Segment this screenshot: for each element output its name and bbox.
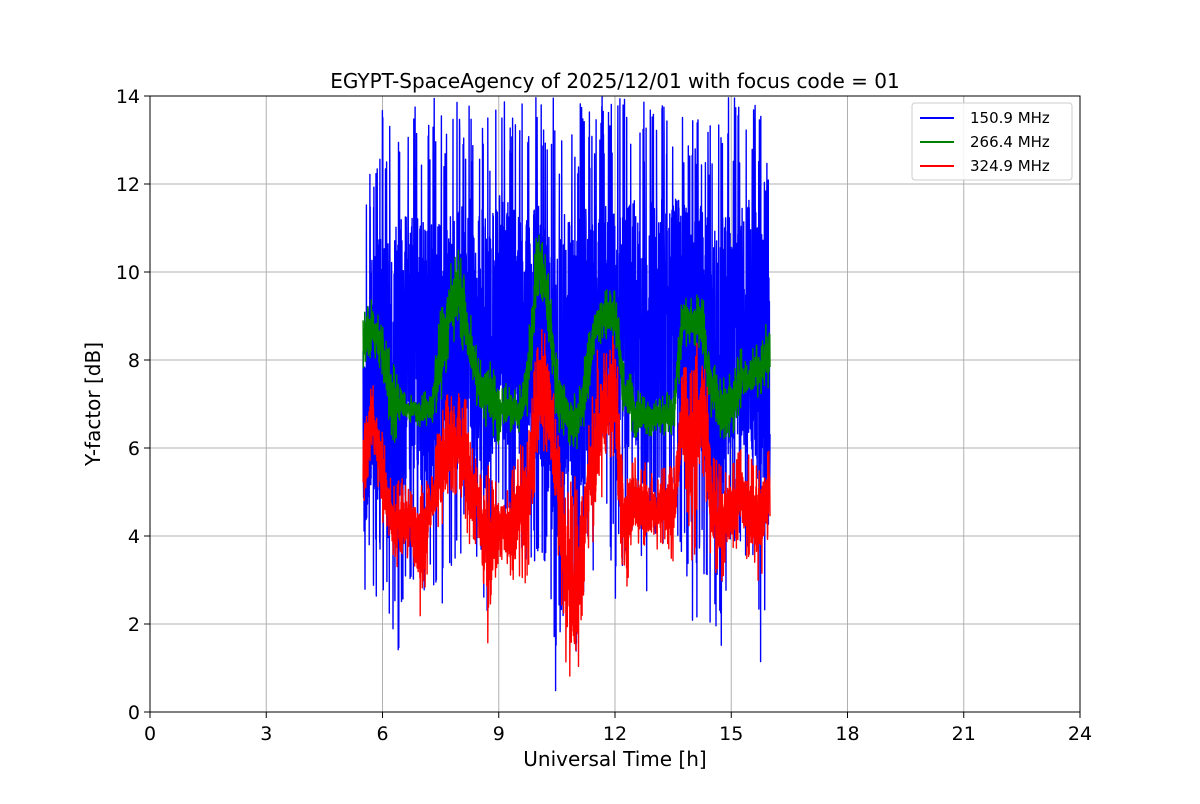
x-tick-label: 3 xyxy=(260,723,272,745)
legend-label: 266.4 MHz xyxy=(970,133,1050,151)
legend-label: 324.9 MHz xyxy=(970,157,1050,175)
x-axis-title: Universal Time [h] xyxy=(523,747,706,771)
x-tick-label: 21 xyxy=(952,723,976,745)
y-tick-label: 10 xyxy=(116,262,140,284)
x-tick-label: 6 xyxy=(376,723,388,745)
legend-items: 150.9 MHz 266.4 MHz 324.9 MHz xyxy=(920,109,1050,175)
y-tick-label: 2 xyxy=(128,614,140,636)
x-tick-label: 12 xyxy=(603,723,627,745)
y-tick-label: 12 xyxy=(116,174,140,196)
legend-frame xyxy=(911,102,1073,181)
y-tick-label: 0 xyxy=(128,702,140,724)
data-layer xyxy=(362,96,771,692)
y-tick-label: 8 xyxy=(128,350,140,372)
series-line xyxy=(362,329,771,677)
chart-title: EGYPT-SpaceAgency of 2025/12/01 with foc… xyxy=(330,69,899,93)
x-tick-label: 0 xyxy=(144,723,156,745)
legend-label: 150.9 MHz xyxy=(970,109,1050,127)
x-tick-label: 24 xyxy=(1068,723,1092,745)
x-tick-label: 9 xyxy=(493,723,505,745)
series-line xyxy=(362,234,771,450)
y-tick-label: 14 xyxy=(116,86,140,108)
x-tick-label: 18 xyxy=(835,723,859,745)
x-tick-label: 15 xyxy=(719,723,743,745)
y-tick-label: 4 xyxy=(128,526,140,548)
legend: 150.9 MHz 266.4 MHz 324.9 MHz xyxy=(911,102,1073,181)
y-tick-label: 6 xyxy=(128,438,140,460)
y-axis-title: Y-factor [dB] xyxy=(81,342,105,467)
